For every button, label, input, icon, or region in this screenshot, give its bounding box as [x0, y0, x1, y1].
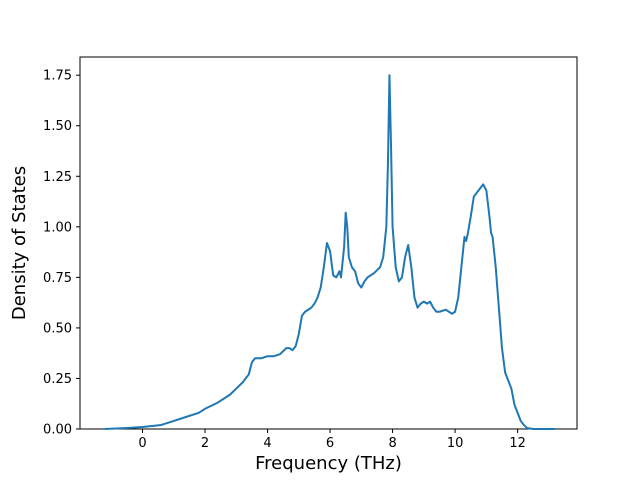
y-tick-label: 0.50: [43, 321, 72, 336]
x-tick-label: 6: [326, 436, 334, 451]
dos-line-group: [104, 74, 557, 430]
y-tick-label: 1.00: [43, 220, 72, 235]
y-tick-label: 0.25: [43, 372, 72, 387]
x-tick-label: 2: [201, 436, 209, 451]
y-axis-label: Density of States: [9, 166, 30, 320]
y-tick-label: 0.00: [43, 423, 72, 438]
x-tick-label: 10: [447, 436, 464, 451]
axes-frame: [79, 56, 578, 430]
y-tick-label: 1.25: [43, 170, 72, 185]
y-tick-label: 1.50: [43, 119, 72, 134]
x-tick-label: 0: [138, 436, 146, 451]
plot-area: [79, 56, 578, 430]
x-tick-label: 12: [509, 436, 526, 451]
x-axis-label: Frequency (THz): [255, 453, 402, 474]
dos-line: [104, 74, 557, 430]
x-axis-ticks: 0 2 4 6 8 10 12: [138, 429, 526, 451]
y-axis-ticks: 0.00 0.25 0.50 0.75 1.00 1.25 1.50 1.75: [43, 69, 80, 438]
x-tick-label: 4: [263, 436, 271, 451]
y-tick-label: 1.75: [43, 69, 72, 84]
x-tick-label: 8: [388, 436, 396, 451]
y-tick-label: 0.75: [43, 271, 72, 286]
